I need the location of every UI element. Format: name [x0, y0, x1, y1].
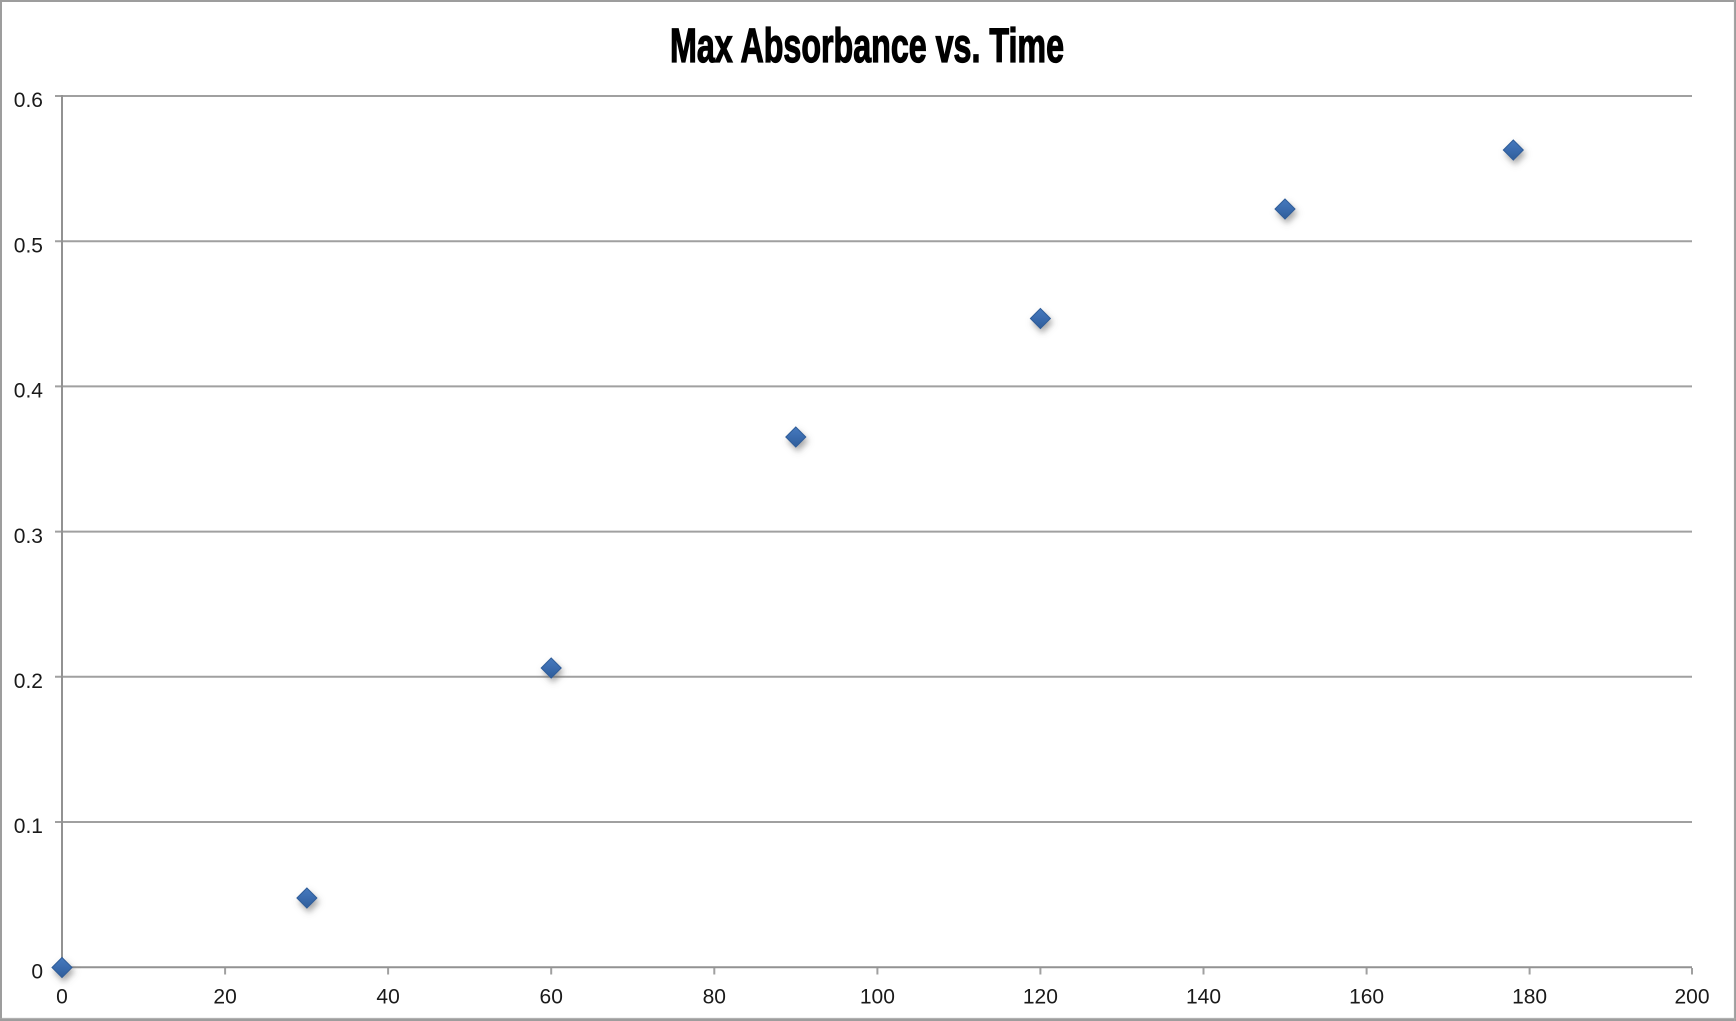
svg-text:0.3: 0.3	[14, 525, 43, 548]
svg-text:160: 160	[1349, 986, 1384, 1009]
svg-text:0.1: 0.1	[14, 815, 43, 838]
svg-text:180: 180	[1512, 986, 1547, 1009]
svg-text:200: 200	[1674, 986, 1709, 1009]
svg-text:80: 80	[703, 986, 726, 1009]
svg-text:0.4: 0.4	[14, 380, 44, 403]
svg-text:140: 140	[1186, 986, 1221, 1009]
svg-text:120: 120	[1023, 986, 1058, 1009]
svg-text:0.5: 0.5	[14, 234, 43, 257]
svg-text:40: 40	[376, 986, 399, 1009]
svg-text:100: 100	[860, 986, 895, 1009]
svg-text:20: 20	[213, 986, 236, 1009]
svg-text:0: 0	[31, 960, 43, 983]
svg-text:0.6: 0.6	[14, 89, 43, 112]
svg-text:Max Absorbance vs. Time: Max Absorbance vs. Time	[670, 20, 1064, 73]
svg-text:60: 60	[540, 986, 563, 1009]
svg-text:0.2: 0.2	[14, 670, 43, 693]
svg-text:0: 0	[56, 986, 68, 1009]
